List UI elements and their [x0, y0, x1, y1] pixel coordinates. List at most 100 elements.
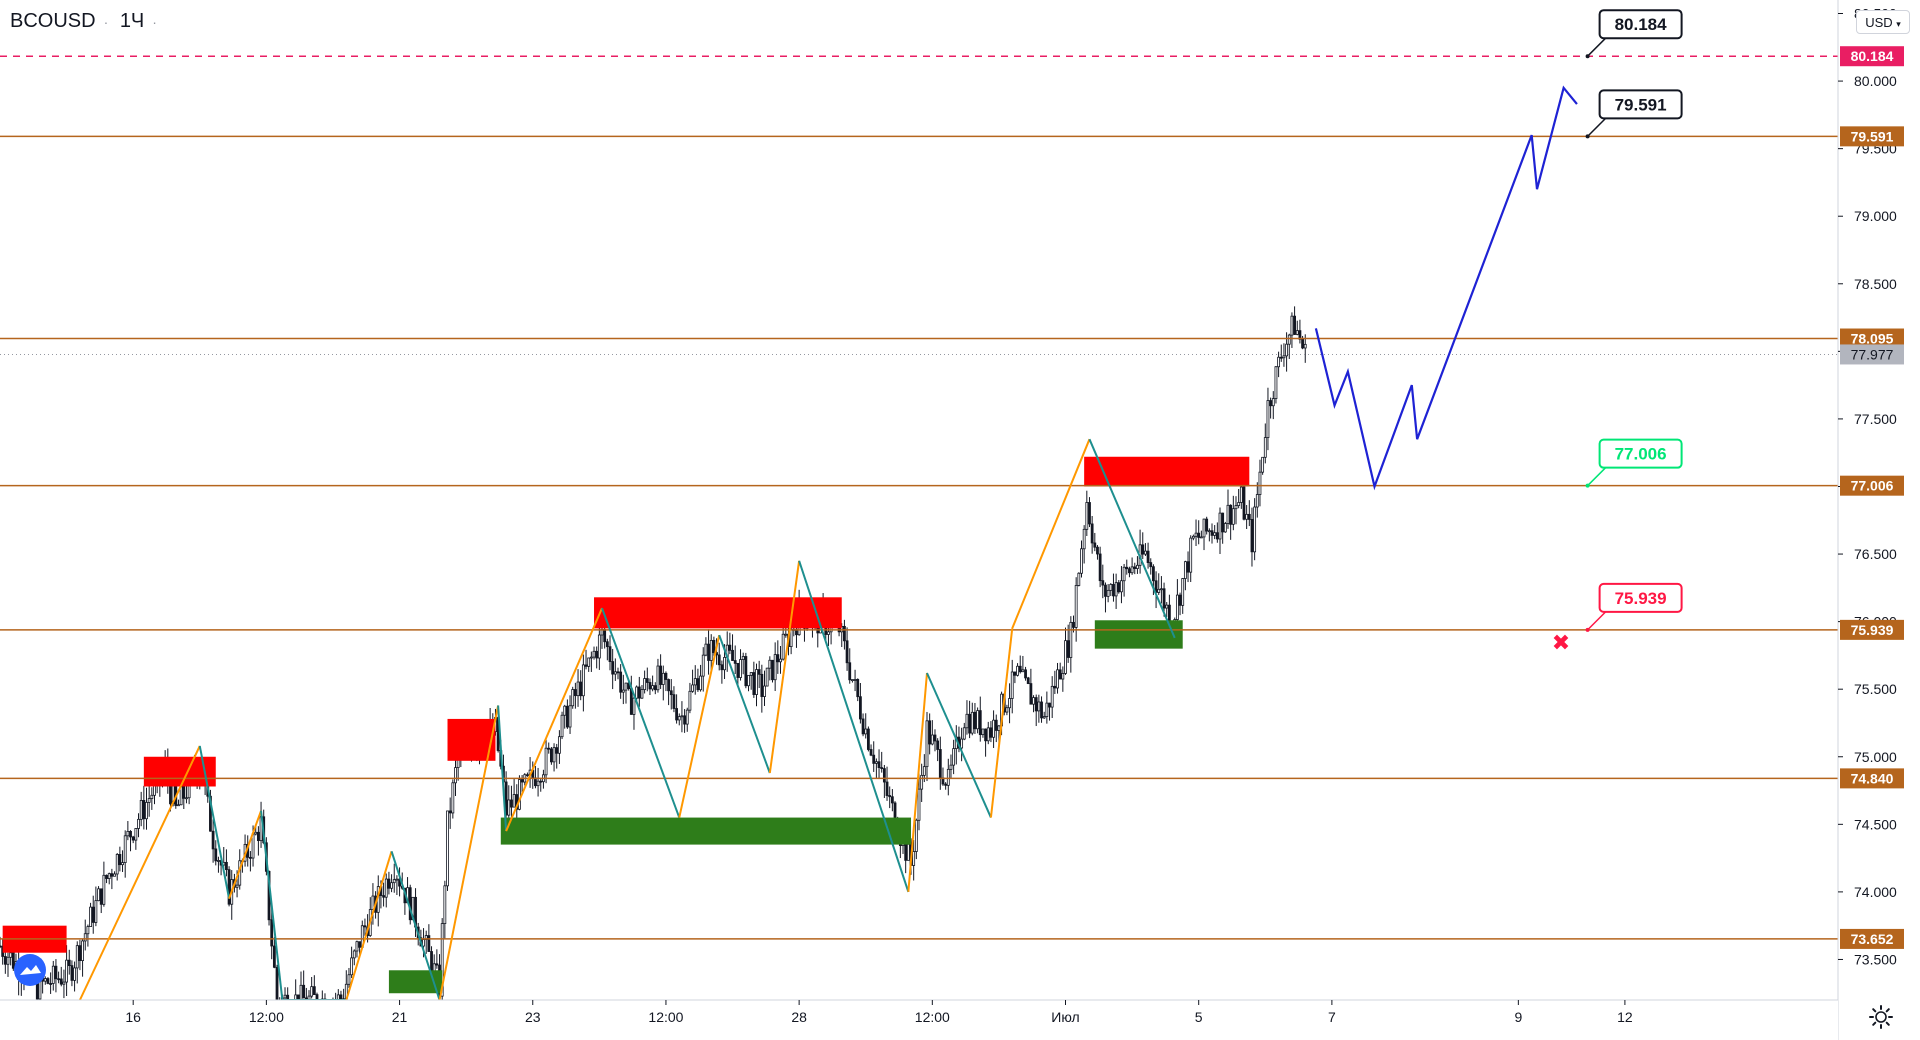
candle-body — [733, 660, 737, 664]
price-axis[interactable]: 73.50074.00074.50075.00075.50076.00076.5… — [1837, 0, 1920, 1040]
candle-body — [717, 654, 721, 666]
candle-body — [211, 830, 215, 850]
candle-body — [914, 819, 918, 852]
level-price-tag[interactable] — [1840, 619, 1904, 640]
candle-body — [1202, 518, 1206, 538]
level-price-tag[interactable] — [1840, 328, 1904, 349]
candle-body — [1295, 330, 1299, 335]
candle-body — [78, 945, 82, 962]
price-tick-label: 79.000 — [1854, 208, 1897, 224]
candle-body — [1016, 665, 1019, 676]
candle-body — [1021, 669, 1025, 673]
demand-zone — [1094, 620, 1183, 649]
zigzag-segment — [678, 634, 721, 818]
gear-icon[interactable] — [1868, 1004, 1894, 1030]
level-price-tag[interactable] — [1840, 768, 1904, 789]
zigzag-segment — [497, 705, 508, 832]
callout-leader — [1587, 37, 1607, 57]
candle-body — [1026, 677, 1030, 684]
candle-body — [70, 965, 74, 981]
symbol-header[interactable]: BCOUSD · 1Ч · — [10, 10, 157, 33]
callout-box[interactable] — [1598, 582, 1683, 613]
candle-body — [640, 689, 644, 699]
candle-body — [1096, 546, 1099, 555]
callout-box[interactable] — [1598, 89, 1683, 120]
zones-layer — [2, 456, 1250, 994]
candle-body — [752, 672, 756, 695]
callout-box[interactable] — [1598, 438, 1683, 469]
callout-text: 79.591 — [1615, 95, 1667, 114]
candles-layer — [0, 306, 1307, 1029]
candle-body — [621, 689, 625, 693]
callout-leader — [1587, 117, 1607, 137]
currency-select[interactable]: USD ▾ — [1856, 10, 1910, 34]
candle-body — [920, 774, 924, 790]
callout-anchor-dot — [1585, 483, 1590, 488]
candle-body — [1215, 532, 1219, 540]
candle-body — [1050, 685, 1054, 708]
callout-box[interactable] — [1598, 9, 1683, 40]
zigzag-segment — [345, 851, 393, 1001]
candle-body — [1263, 437, 1267, 458]
last-price-tag[interactable] — [1840, 344, 1904, 365]
candle-body — [882, 768, 886, 783]
time-axis[interactable]: 16 12:00 21 23 12:00 28 12:00 Июл 5 7 9 12 — [0, 999, 1838, 1040]
candle-body — [605, 641, 609, 648]
candle-body — [1277, 356, 1281, 368]
candle-body — [510, 799, 513, 808]
candle-body — [978, 710, 982, 736]
candle-body — [1056, 669, 1059, 689]
candle-body — [275, 966, 279, 1002]
candle-body — [536, 780, 540, 787]
candle-body — [757, 669, 761, 675]
candle-body — [507, 799, 511, 816]
level-price-tag[interactable] — [1840, 475, 1904, 496]
candle-body — [616, 671, 620, 674]
candle-body — [1285, 343, 1288, 357]
symbol-name: BCOUSD — [10, 10, 96, 32]
candle-body — [75, 945, 79, 969]
candle-body — [984, 728, 987, 742]
candle-body — [97, 888, 100, 902]
candle-body — [1186, 561, 1190, 573]
candle-body — [310, 986, 314, 997]
candle-body — [1064, 640, 1067, 674]
callout-leader — [1587, 611, 1607, 631]
candle-body — [358, 941, 362, 948]
tradingview-logo-icon[interactable] — [14, 954, 46, 986]
candle-body — [59, 978, 63, 985]
candle-body — [1080, 548, 1083, 574]
level-price-tag[interactable] — [1840, 928, 1904, 949]
forecast-path[interactable] — [1314, 85, 1578, 491]
level-price-tag[interactable] — [1840, 126, 1904, 147]
candle-body — [741, 656, 745, 660]
level-price-tag-text: 73.652 — [1851, 931, 1894, 947]
time-tick-label: 28 — [791, 1009, 807, 1025]
candle-body — [619, 671, 623, 693]
candle-body — [1255, 494, 1259, 508]
candle-body — [853, 679, 857, 681]
candle-body — [1178, 594, 1182, 606]
candle-body — [563, 705, 567, 716]
level-price-tag-text: 79.591 — [1851, 128, 1894, 144]
demand-zone — [500, 817, 912, 845]
candle-body — [1234, 505, 1238, 510]
candle-body — [1133, 566, 1137, 569]
candle-body — [518, 779, 521, 810]
supply-zone — [594, 597, 842, 629]
level-price-tag-text: 75.939 — [1851, 622, 1894, 638]
level-price-tag[interactable] — [1840, 46, 1904, 67]
candle-body — [592, 650, 596, 658]
candle-body — [1098, 553, 1102, 582]
zigzag-segment — [260, 810, 284, 1001]
time-tick-label: 12 — [1617, 1009, 1633, 1025]
price-tick-label: 73.500 — [1854, 951, 1897, 967]
candle-body — [129, 830, 132, 838]
candle-body — [347, 974, 351, 985]
candle-body — [707, 643, 710, 661]
candle-body — [1165, 604, 1169, 609]
candle-body — [1008, 698, 1011, 709]
candle-body — [1048, 702, 1051, 708]
candle-body — [992, 719, 995, 738]
